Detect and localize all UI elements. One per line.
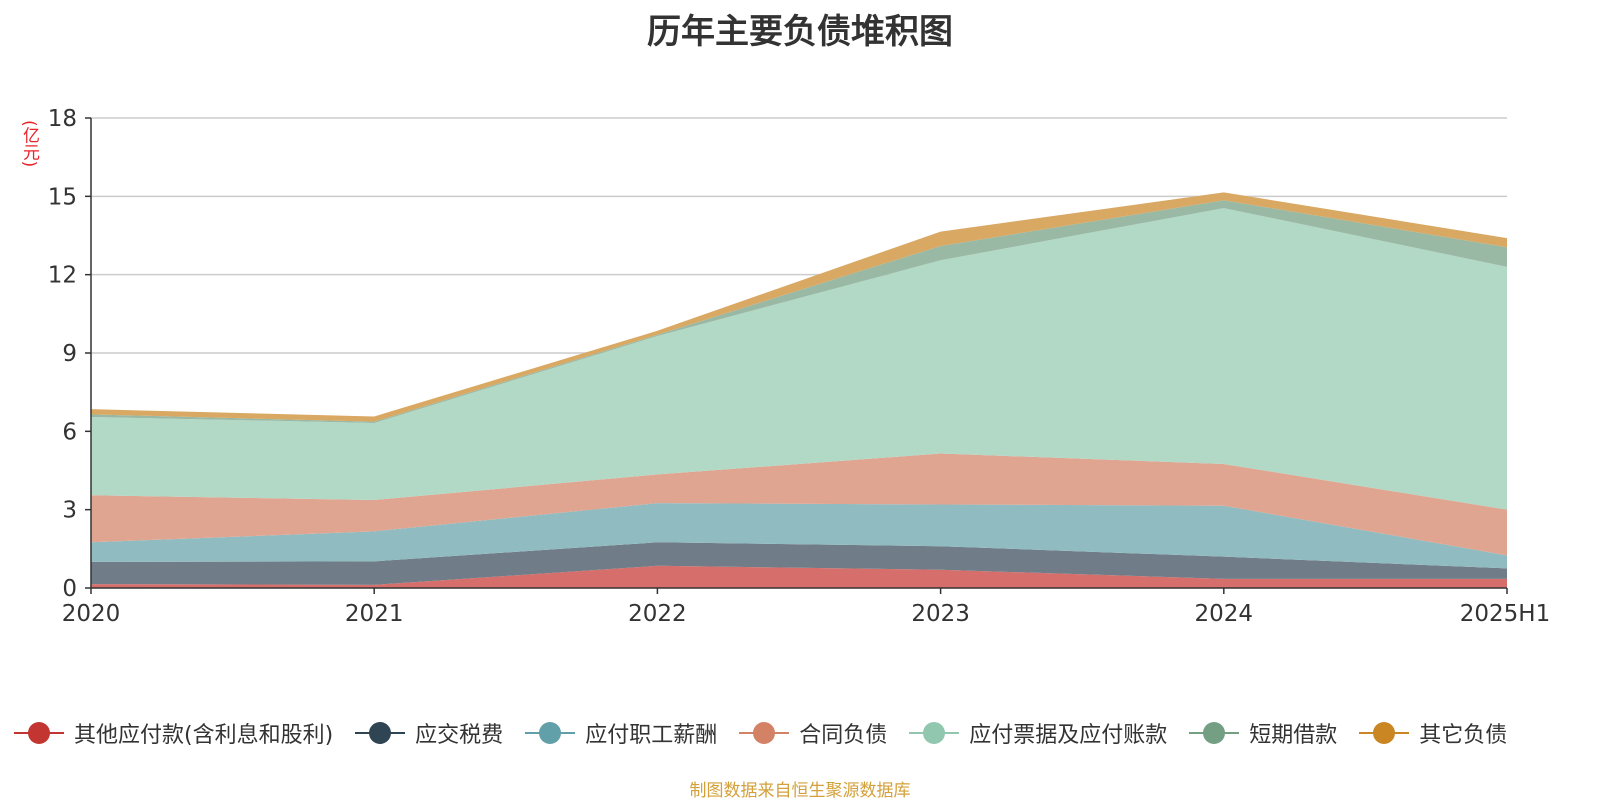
legend-marker-icon	[909, 721, 960, 745]
legend-item[interactable]: 应付职工薪酬	[525, 717, 717, 749]
legend-marker-icon	[1359, 721, 1410, 745]
x-tick-label: 2021	[345, 601, 404, 627]
y-tick-label: 3	[62, 498, 77, 524]
legend-label: 合同负债	[799, 723, 888, 748]
legend-marker-icon	[355, 721, 406, 745]
y-tick-label: 0	[62, 576, 77, 602]
legend: 其他应付款(含利息和股利) 应交税费 应付职工薪酬 合同负债 应付票据及应付账款 短期借款…	[14, 716, 1529, 750]
legend-marker-icon	[1189, 721, 1240, 745]
legend-item[interactable]: 合同负债	[739, 717, 887, 749]
x-tick-label: 2025H1	[1460, 601, 1550, 627]
area-series-3	[91, 453, 1507, 556]
legend-marker-icon	[14, 721, 64, 745]
legend-item[interactable]: 应付票据及应付账款	[909, 717, 1167, 749]
y-axis-unit-label: (亿元)	[19, 120, 39, 168]
x-tick-label: 2023	[911, 601, 970, 627]
legend-label: 应付职工薪酬	[585, 723, 718, 748]
legend-label: 短期借款	[1249, 723, 1338, 748]
legend-label: 应付票据及应付账款	[969, 723, 1168, 748]
legend-item[interactable]: 应交税费	[355, 717, 503, 749]
legend-marker-icon	[739, 721, 790, 745]
legend-item[interactable]: 其他应付款(含利息和股利)	[14, 717, 333, 749]
y-tick-label: 12	[48, 263, 77, 289]
legend-marker-icon	[525, 721, 576, 745]
chart-title: 历年主要负债堆积图	[647, 12, 953, 52]
area-series-6	[91, 192, 1507, 422]
area-series-4	[91, 208, 1507, 510]
area-series-2	[91, 503, 1507, 569]
y-tick-label: 6	[62, 419, 77, 445]
area-series-1	[91, 542, 1507, 585]
x-tick-label: 2024	[1195, 601, 1254, 627]
x-tick-label: 2022	[628, 601, 687, 627]
legend-item[interactable]: 其它负债	[1359, 717, 1507, 749]
source-note: 制图数据来自恒生聚源数据库	[689, 781, 911, 801]
area-series-0	[91, 565, 1507, 588]
y-tick-label: 18	[48, 106, 77, 132]
legend-label: 其它负债	[1419, 723, 1508, 748]
legend-label: 应交税费	[415, 723, 504, 748]
legend-item[interactable]: 短期借款	[1189, 717, 1337, 749]
y-tick-label: 9	[62, 341, 77, 367]
x-tick-label: 2020	[62, 601, 121, 627]
legend-label: 其他应付款(含利息和股利)	[74, 723, 334, 748]
y-tick-label: 15	[48, 184, 77, 210]
